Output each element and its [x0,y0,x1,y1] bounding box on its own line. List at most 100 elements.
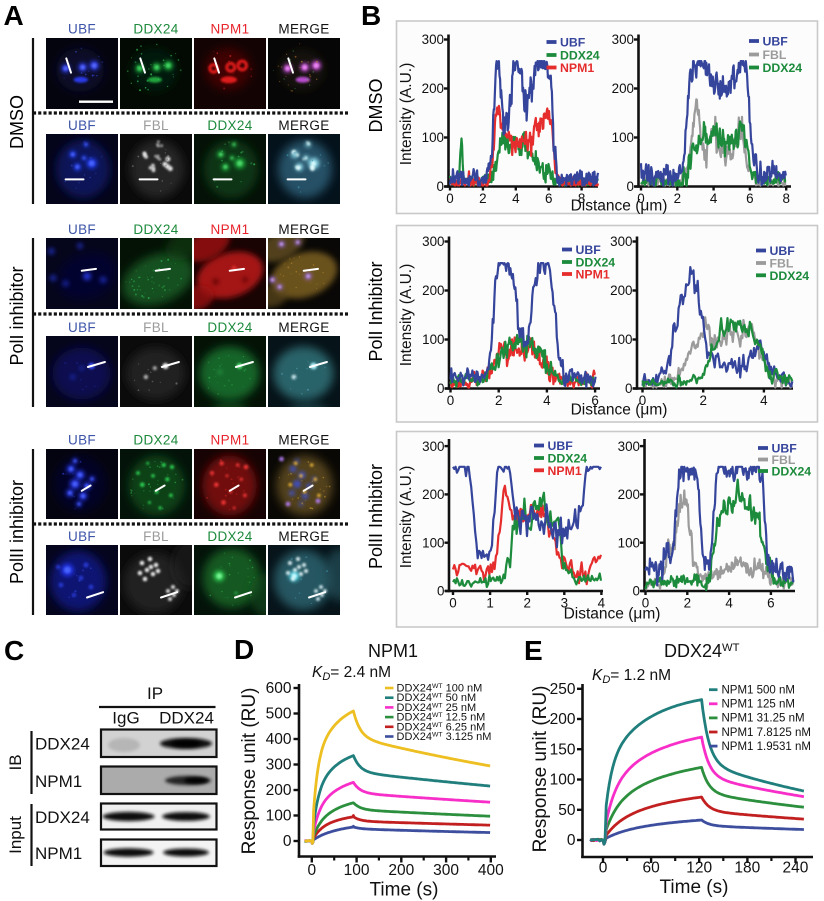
svg-text:1: 1 [486,596,493,611]
svg-text:UBF: UBF [576,243,602,257]
svg-text:DDX24WT 6.25 nM: DDX24WT 6.25 nM [397,721,486,733]
svg-text:NPM1 1.9531 nM: NPM1 1.9531 nM [722,741,812,753]
svg-text:6: 6 [545,191,552,206]
svg-text:0: 0 [627,179,634,194]
svg-text:400: 400 [266,731,292,748]
svg-text:MERGE: MERGE [278,529,329,544]
svg-text:Time (s): Time (s) [370,880,439,901]
svg-text:300: 300 [266,757,292,774]
svg-text:UBF: UBF [560,36,586,50]
svg-text:NPM1: NPM1 [211,22,250,37]
svg-text:MERGE: MERGE [278,222,329,237]
svg-text:100: 100 [422,332,444,347]
svg-text:Intensity (A.U.): Intensity (A.U.) [398,466,415,569]
svg-text:300: 300 [618,439,640,454]
svg-text:6: 6 [591,393,598,408]
svg-text:UBF: UBF [68,118,96,133]
svg-text:300: 300 [433,862,459,879]
svg-text:FBL: FBL [772,453,796,467]
svg-text:4: 4 [598,596,606,611]
svg-text:Intensity (A.U.): Intensity (A.U.) [398,63,415,166]
svg-text:8: 8 [782,191,789,206]
svg-text:Intensity (A.U.): Intensity (A.U.) [398,264,415,367]
svg-text:0: 0 [599,860,608,877]
svg-text:PolI Inhibitor: PolI Inhibitor [366,261,386,361]
svg-text:IgG: IgG [112,709,139,728]
svg-text:UBF: UBF [68,320,96,335]
svg-text:MERGE: MERGE [278,320,329,335]
svg-text:DDX24: DDX24 [207,118,252,133]
svg-text:NPM1: NPM1 [35,844,82,863]
svg-text:MERGE: MERGE [278,22,329,37]
svg-text:180: 180 [734,860,760,877]
svg-text:UBF: UBF [68,22,96,37]
svg-text:DDX24: DDX24 [35,735,90,754]
svg-text:E: E [524,635,543,666]
svg-text:DDX24: DDX24 [133,22,178,37]
svg-text:500: 500 [266,706,292,723]
svg-text:DDX24WT 3.125 nM: DDX24WT 3.125 nM [397,731,492,743]
svg-text:4: 4 [710,191,718,206]
svg-text:FBL: FBL [763,48,787,62]
svg-text:6: 6 [746,191,753,206]
svg-text:0: 0 [437,179,444,194]
svg-text:DDX24: DDX24 [133,222,178,237]
svg-text:0: 0 [447,393,454,408]
svg-text:DMSO: DMSO [366,79,386,133]
svg-text:3: 3 [561,596,568,611]
svg-text:Response unit (RU): Response unit (RU) [530,686,551,853]
svg-text:NPM1: NPM1 [211,433,250,448]
svg-text:Input: Input [6,816,25,854]
svg-text:C: C [4,635,24,666]
svg-text:A: A [4,0,24,31]
svg-text:300: 300 [422,234,444,249]
svg-text:0: 0 [633,584,640,599]
svg-text:NPM1: NPM1 [548,464,582,478]
svg-text:Time (s): Time (s) [660,877,729,898]
svg-text:DDX24WT 12.5 nM: DDX24WT 12.5 nM [397,712,486,724]
svg-text:UBF: UBF [763,35,789,49]
svg-text:UBF: UBF [68,529,96,544]
svg-text:200: 200 [612,81,634,96]
svg-text:0: 0 [639,393,646,408]
svg-text:DDX24: DDX24 [207,529,252,544]
svg-text:Response unit (RU): Response unit (RU) [239,688,260,855]
svg-text:4: 4 [512,191,520,206]
svg-text:DDX24: DDX24 [159,709,214,728]
svg-text:200: 200 [422,283,444,298]
svg-text:100: 100 [550,772,576,789]
svg-text:DDX24: DDX24 [772,465,812,479]
svg-text:DDX24: DDX24 [133,433,178,448]
svg-text:200: 200 [550,711,576,728]
svg-text:D: D [234,634,254,665]
svg-text:NPM1: NPM1 [368,641,418,661]
svg-text:FBL: FBL [770,257,794,271]
svg-text:UBF: UBF [68,222,96,237]
svg-text:NPM1 7.8125 nM: NPM1 7.8125 nM [722,727,812,739]
svg-text:UBF: UBF [772,442,798,456]
svg-text:4: 4 [543,393,551,408]
svg-text:Distance (μm): Distance (μm) [571,198,668,215]
svg-text:60: 60 [642,860,660,877]
svg-text:2: 2 [699,393,706,408]
svg-text:250: 250 [550,681,576,698]
svg-text:0: 0 [437,381,444,396]
svg-text:100: 100 [422,130,444,145]
svg-text:100: 100 [618,535,640,550]
svg-text:100: 100 [610,332,632,347]
svg-text:DDX24: DDX24 [770,269,810,283]
svg-text:DDX24: DDX24 [35,808,90,827]
svg-text:6: 6 [767,596,774,611]
svg-text:UBF: UBF [770,244,796,258]
svg-text:DDX24: DDX24 [560,49,600,63]
svg-text:DDX24WT 100 nM: DDX24WT 100 nM [397,683,483,695]
svg-text:120: 120 [686,860,712,877]
svg-text:4: 4 [760,393,768,408]
svg-text:NPM1: NPM1 [211,222,250,237]
svg-text:200: 200 [422,81,444,96]
svg-text:0: 0 [446,191,453,206]
svg-text:600: 600 [266,680,292,697]
svg-text:200: 200 [610,283,632,298]
svg-text:NPM1 31.25 nM: NPM1 31.25 nM [722,713,805,725]
svg-text:DDX24: DDX24 [763,61,803,75]
